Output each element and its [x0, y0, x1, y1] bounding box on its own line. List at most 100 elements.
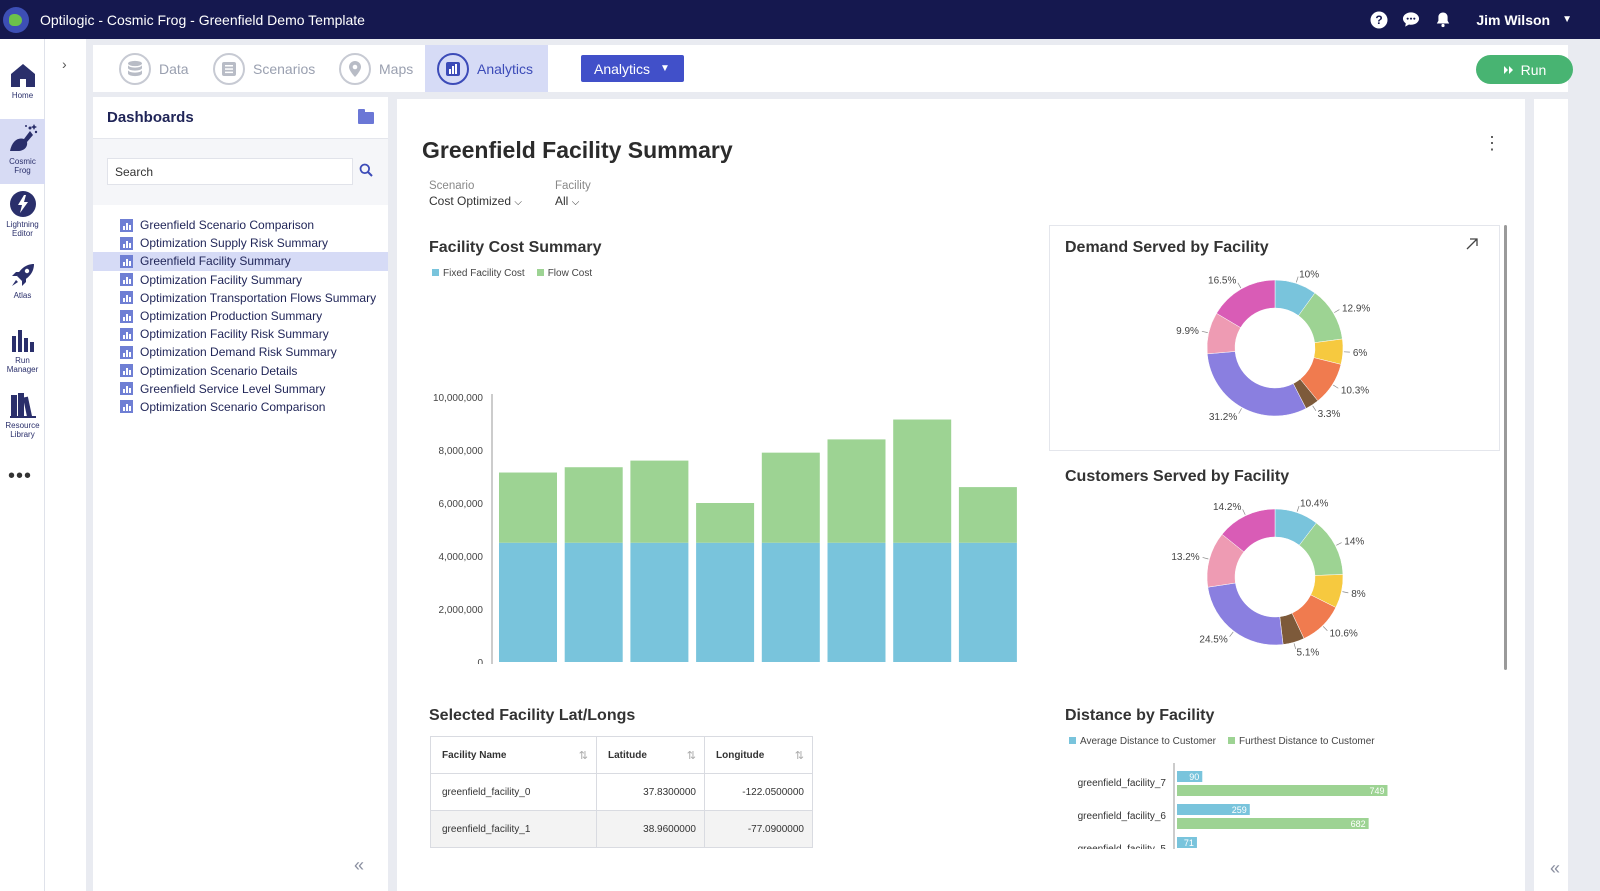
dashboard-item[interactable]: Greenfield Scenario Comparison — [93, 216, 388, 234]
column-header-facility-name[interactable]: Facility Name ⇅ — [430, 736, 597, 774]
donut-slice[interactable] — [1221, 508, 1276, 553]
bar-segment-flow-cost[interactable] — [630, 460, 689, 543]
cell-latitude: 38.9600000 — [596, 810, 705, 848]
tab-scenarios[interactable]: Scenarios — [213, 45, 325, 92]
slice-leader-line — [1293, 643, 1297, 650]
dashboard-item[interactable]: Optimization Demand Risk Summary — [93, 343, 388, 361]
legend-item[interactable]: Fixed Facility Cost — [432, 268, 525, 279]
table-row[interactable]: greenfield_facility_1 38.9600000 -77.090… — [430, 810, 813, 848]
rail-item-home[interactable]: Home — [0, 61, 45, 100]
scrollbar[interactable] — [1504, 225, 1507, 670]
dashboard-item[interactable]: Greenfield Service Level Summary — [93, 380, 388, 398]
rail-item-atlas[interactable]: Atlas — [0, 261, 45, 300]
column-header-longitude[interactable]: Longitude ⇅ — [704, 736, 813, 774]
expand-icon[interactable] — [1465, 237, 1479, 256]
chevron-down-icon: ▼ — [660, 63, 670, 74]
dashboard-item[interactable]: Optimization Facility Summary — [93, 271, 388, 289]
legend-item[interactable]: Average Distance to Customer — [1069, 736, 1216, 747]
bar-average-distance[interactable] — [1177, 837, 1197, 848]
bar-furthest-distance[interactable] — [1177, 818, 1369, 829]
slice-label: 31.2% — [1209, 412, 1237, 423]
bar-segment-fixed-cost[interactable] — [630, 542, 689, 662]
bar-segment-fixed-cost[interactable] — [761, 542, 820, 662]
user-menu[interactable]: Jim Wilson ▼ — [1466, 12, 1572, 28]
slice-leader-line — [1342, 591, 1349, 594]
legend-swatch — [1069, 737, 1076, 744]
slice-label: 10% — [1299, 269, 1319, 280]
rail-item-cosmic-frog[interactable]: Cosmic Frog — [0, 119, 45, 184]
optilogic-logo[interactable] — [3, 6, 29, 33]
bar-furthest-distance[interactable] — [1177, 785, 1388, 796]
sort-icon[interactable]: ⇅ — [794, 750, 804, 762]
collapse-panel-icon[interactable]: « — [354, 855, 365, 875]
collapse-right-icon[interactable]: « — [1550, 858, 1561, 878]
help-icon[interactable]: ? — [1370, 11, 1388, 29]
bar-average-distance[interactable] — [1177, 804, 1250, 815]
bar-segment-fixed-cost[interactable] — [696, 542, 755, 662]
bar-segment-flow-cost[interactable] — [827, 439, 886, 543]
run-button[interactable]: Run — [1476, 55, 1573, 84]
bar-segment-fixed-cost[interactable] — [499, 542, 557, 662]
scenario-filter[interactable]: Scenario Cost Optimized ⌵ — [429, 180, 522, 208]
facility-filter[interactable]: Facility All ⌵ — [555, 180, 591, 208]
more-options-icon[interactable]: ⋮ — [1483, 133, 1501, 153]
rail-item-resource-library[interactable]: Resource Library — [0, 391, 45, 439]
bar-segment-fixed-cost[interactable] — [893, 542, 952, 662]
search-input[interactable] — [107, 158, 353, 185]
bar-segment-flow-cost[interactable] — [564, 467, 623, 543]
dashboard-item-label: Greenfield Facility Summary — [140, 254, 291, 269]
dashboard-item[interactable]: Optimization Scenario Details — [93, 362, 388, 380]
dashboard-item[interactable]: Optimization Production Summary — [93, 307, 388, 325]
table-row[interactable]: greenfield_facility_0 37.8300000 -122.05… — [430, 773, 813, 811]
notification-bell-icon[interactable] — [1434, 11, 1452, 29]
dashboard-item[interactable]: Optimization Supply Risk Summary — [93, 234, 388, 252]
legend-item[interactable]: Flow Cost — [536, 268, 592, 279]
bar-segment-flow-cost[interactable] — [893, 419, 952, 543]
slice-label: 6% — [1353, 348, 1368, 359]
chat-icon[interactable] — [1402, 11, 1420, 29]
right-side-panel — [1534, 99, 1568, 891]
rail-item-lightning-editor[interactable]: Lightning Editor — [0, 190, 45, 238]
bar-segment-flow-cost[interactable] — [958, 487, 1017, 543]
legend-label: Furthest Distance to Customer — [1239, 736, 1375, 747]
tab-analytics[interactable]: Analytics — [425, 45, 548, 92]
analytics-dropdown[interactable]: Analytics ▼ — [581, 55, 684, 82]
slice-label: 14% — [1344, 537, 1364, 548]
bar-segment-fixed-cost[interactable] — [564, 542, 623, 662]
bar-value-label: 682 — [1351, 819, 1366, 829]
legend-item[interactable]: Furthest Distance to Customer — [1228, 736, 1375, 747]
dashboard-item[interactable]: Greenfield Facility Summary — [93, 252, 388, 271]
tab-data[interactable]: Data — [119, 45, 199, 92]
tab-maps[interactable]: Maps — [339, 45, 423, 92]
expand-sidebar-icon[interactable]: › — [62, 56, 67, 72]
rail-item-run-manager[interactable]: Run Manager — [0, 328, 45, 374]
dashboard-item-label: Optimization Demand Risk Summary — [140, 345, 337, 360]
slice-leader-line — [1238, 408, 1242, 414]
dashboard-item-label: Optimization Scenario Comparison — [140, 399, 326, 414]
dashboard-chart-icon — [120, 327, 133, 341]
bar-segment-flow-cost[interactable] — [499, 472, 557, 543]
bar-segment-fixed-cost[interactable] — [958, 542, 1017, 662]
dashboards-header: Dashboards — [93, 97, 388, 139]
run-icon — [1503, 65, 1513, 74]
left-nav-rail: Home Cosmic Frog Lightning Editor Atlas … — [0, 39, 45, 891]
tab-label: Analytics — [477, 60, 534, 77]
folder-icon[interactable] — [358, 109, 374, 124]
donut-slice[interactable] — [1206, 351, 1307, 417]
sort-icon[interactable]: ⇅ — [686, 750, 696, 762]
donut-slice[interactable] — [1216, 279, 1276, 328]
rail-label: Lightning Editor — [6, 220, 39, 238]
sort-icon[interactable]: ⇅ — [578, 750, 588, 762]
bar-average-distance[interactable] — [1177, 771, 1203, 782]
bar-segment-fixed-cost[interactable] — [827, 542, 886, 662]
search-icon[interactable] — [359, 163, 373, 182]
bar-segment-flow-cost[interactable] — [696, 503, 755, 543]
dashboard-item[interactable]: Optimization Transportation Flows Summar… — [93, 289, 388, 307]
column-header-latitude[interactable]: Latitude ⇅ — [596, 736, 705, 774]
dashboard-item[interactable]: Optimization Scenario Comparison — [93, 398, 388, 416]
bar-segment-flow-cost[interactable] — [761, 452, 820, 543]
dashboard-chart-icon — [120, 364, 133, 378]
demand-donut-chart: 10% 12.9% 6% 10.3% 3.3% 31.2% 9.9% 16.5% — [1176, 269, 1370, 423]
dashboard-item[interactable]: Optimization Facility Risk Summary — [93, 325, 388, 343]
more-icon[interactable]: ••• — [8, 465, 33, 487]
